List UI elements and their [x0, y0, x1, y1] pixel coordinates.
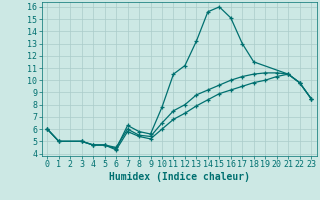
X-axis label: Humidex (Indice chaleur): Humidex (Indice chaleur) [109, 172, 250, 182]
